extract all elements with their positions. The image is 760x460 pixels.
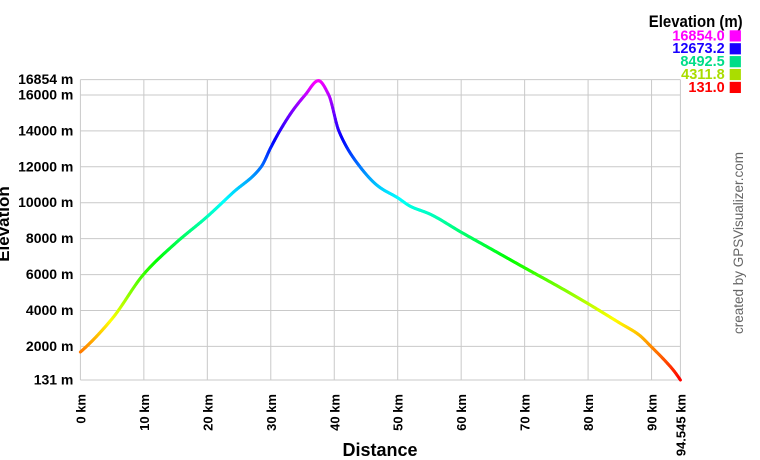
svg-text:40 km: 40 km: [327, 394, 342, 431]
svg-text:16854 m: 16854 m: [18, 71, 73, 87]
svg-text:10000 m: 10000 m: [18, 194, 73, 210]
svg-text:94.545 km: 94.545 km: [673, 394, 688, 456]
svg-text:50 km: 50 km: [391, 394, 406, 431]
svg-text:80 km: 80 km: [581, 394, 596, 431]
svg-text:6000 m: 6000 m: [26, 266, 73, 282]
svg-text:16000 m: 16000 m: [18, 86, 73, 102]
svg-text:131.0: 131.0: [688, 80, 724, 96]
svg-text:0 km: 0 km: [73, 394, 88, 424]
svg-text:14000 m: 14000 m: [18, 122, 73, 138]
svg-text:2000 m: 2000 m: [26, 338, 73, 354]
svg-text:30 km: 30 km: [264, 394, 279, 431]
svg-text:Distance: Distance: [342, 440, 417, 460]
svg-text:Elevation: Elevation: [0, 186, 13, 262]
svg-text:4000 m: 4000 m: [26, 302, 73, 318]
svg-text:10 km: 10 km: [137, 394, 152, 431]
svg-text:90 km: 90 km: [645, 394, 660, 431]
svg-text:12000 m: 12000 m: [18, 158, 73, 174]
svg-text:created by GPSVisualizer.com: created by GPSVisualizer.com: [731, 152, 746, 334]
svg-text:60 km: 60 km: [454, 394, 469, 431]
svg-text:70 km: 70 km: [518, 394, 533, 431]
svg-text:8000 m: 8000 m: [26, 230, 73, 246]
svg-text:20 km: 20 km: [200, 394, 215, 431]
svg-text:131 m: 131 m: [34, 372, 74, 388]
